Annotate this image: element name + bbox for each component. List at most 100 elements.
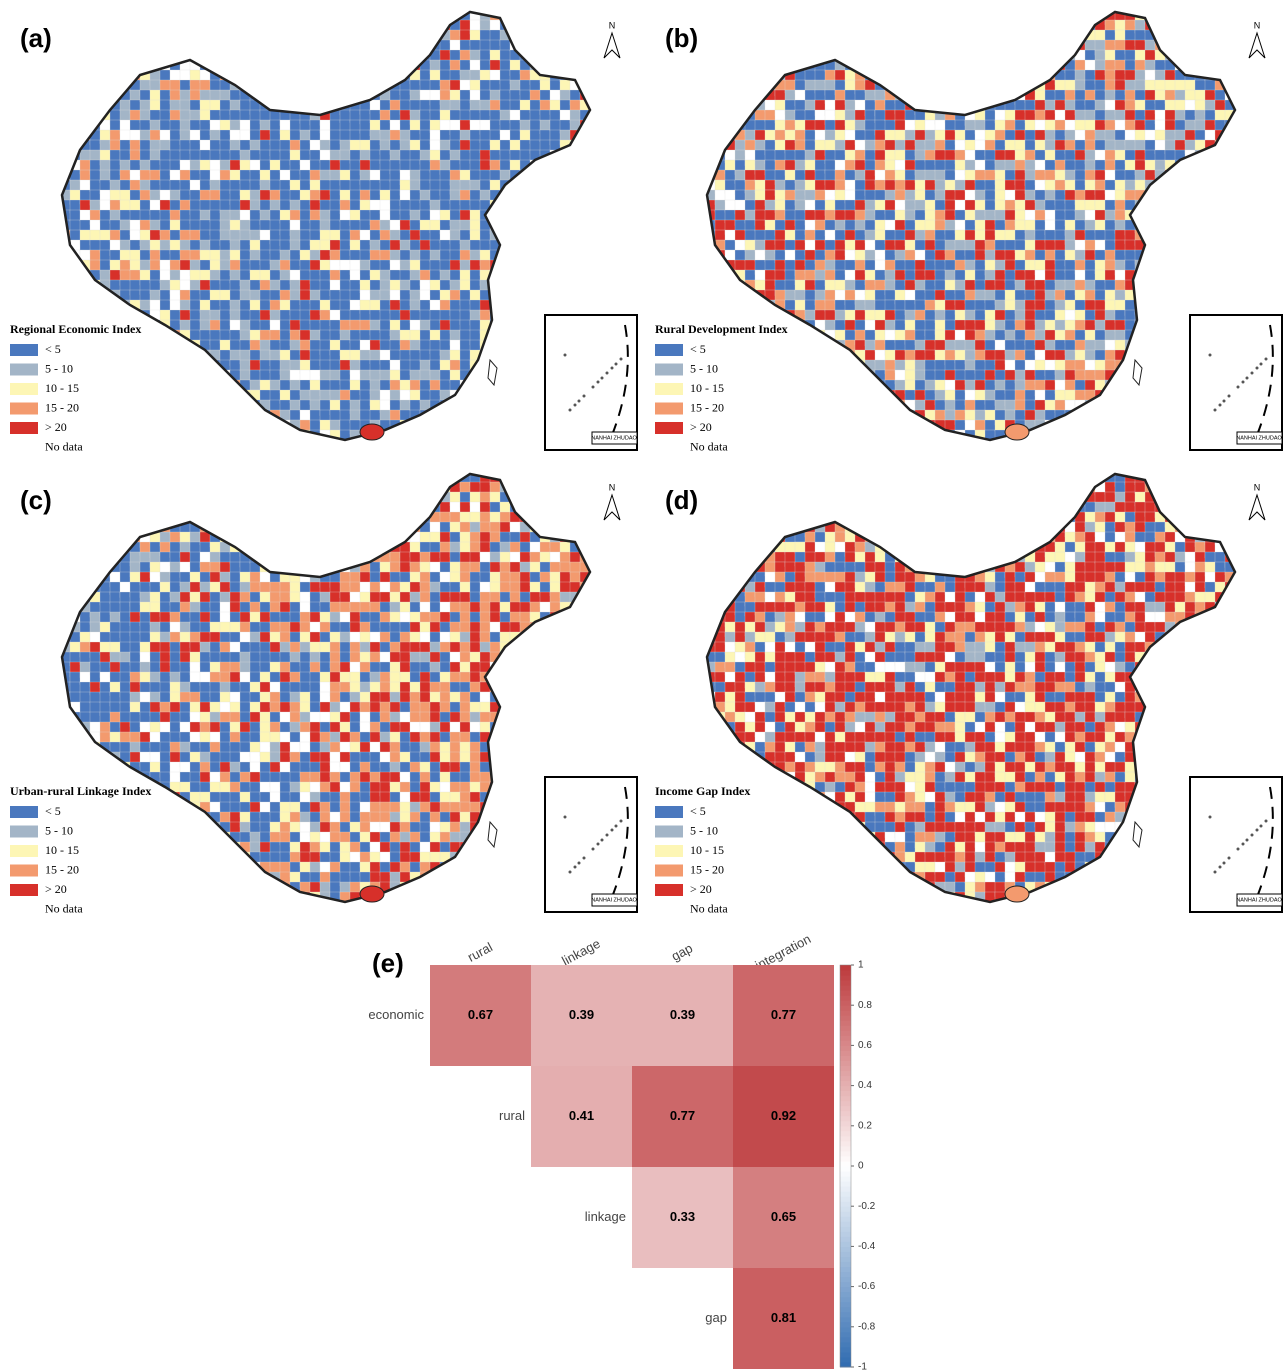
map-region xyxy=(905,20,916,36)
map-region xyxy=(410,430,424,443)
map-region xyxy=(100,400,115,410)
map-region xyxy=(1005,200,1016,210)
map-region xyxy=(1005,20,1021,30)
map-region xyxy=(725,350,737,360)
map-region xyxy=(705,260,719,273)
map-region xyxy=(180,410,191,426)
map-region xyxy=(775,20,790,30)
map-region xyxy=(510,190,524,202)
map-region xyxy=(835,350,847,360)
map-region xyxy=(995,280,1005,291)
map-region xyxy=(1105,130,1116,140)
map-region xyxy=(865,390,878,405)
map-region xyxy=(1235,170,1251,185)
map-region xyxy=(815,350,830,362)
map-region xyxy=(580,290,593,302)
map-region xyxy=(210,20,221,31)
map-region xyxy=(140,10,154,23)
map-region xyxy=(745,420,759,431)
map-region xyxy=(80,80,96,95)
map-region xyxy=(510,180,522,193)
map-region xyxy=(1165,340,1181,353)
map-region xyxy=(100,370,110,381)
map-region xyxy=(170,370,183,382)
map-region xyxy=(895,80,907,93)
map-region xyxy=(1185,300,1199,311)
map-region xyxy=(845,80,856,91)
map-region xyxy=(1235,50,1246,64)
map-region xyxy=(440,420,452,433)
map-region xyxy=(1065,110,1076,121)
map-region xyxy=(160,440,172,455)
map-region xyxy=(90,290,105,301)
map-region xyxy=(705,60,717,72)
map-panel: (b)NNANHAI ZHUDAORural Development Index… xyxy=(645,0,1285,460)
map-region xyxy=(240,60,252,72)
map-region xyxy=(510,430,526,442)
map-region xyxy=(885,290,896,300)
map-region xyxy=(80,340,95,353)
map-region xyxy=(80,512,91,525)
map-region xyxy=(60,60,74,70)
map-region xyxy=(100,20,114,33)
map-region xyxy=(725,80,738,92)
map-region xyxy=(1185,260,1195,270)
map-region xyxy=(785,410,796,423)
map-region xyxy=(735,380,749,392)
map-region xyxy=(935,90,947,106)
map-region xyxy=(1235,120,1249,130)
map-region xyxy=(300,90,314,106)
map-region xyxy=(460,410,473,422)
map-region xyxy=(460,420,475,433)
map-region xyxy=(430,20,446,34)
map-region xyxy=(995,70,1008,81)
map-region xyxy=(350,80,363,90)
map-region xyxy=(80,370,91,381)
map-region xyxy=(160,330,173,341)
map-region xyxy=(755,40,768,56)
map-region xyxy=(500,250,514,262)
map-region xyxy=(300,10,314,23)
map-region xyxy=(130,440,140,453)
map-region xyxy=(520,10,532,22)
map-region xyxy=(590,220,602,233)
map-region xyxy=(80,380,96,390)
map-region xyxy=(200,360,212,371)
map-region xyxy=(70,562,83,576)
map-region xyxy=(550,300,560,312)
map-region xyxy=(1205,260,1215,275)
map-region xyxy=(60,762,75,774)
map-region xyxy=(775,10,790,21)
map-region xyxy=(1205,160,1216,172)
map-region xyxy=(150,120,160,131)
map-region xyxy=(945,20,956,35)
map-region xyxy=(80,482,95,495)
map-region xyxy=(1025,70,1036,82)
map-region xyxy=(570,240,582,251)
map-region xyxy=(855,440,866,452)
map-region xyxy=(895,250,906,261)
map-region xyxy=(60,30,75,45)
map-region xyxy=(1215,60,1226,72)
map-region xyxy=(1165,350,1179,363)
map-region xyxy=(560,260,574,276)
map-region xyxy=(80,882,95,893)
map-region xyxy=(1165,220,1179,230)
map-region xyxy=(945,40,958,52)
map-region xyxy=(915,80,926,95)
map-region xyxy=(1035,10,1046,25)
map-region xyxy=(925,100,935,111)
map-region xyxy=(520,140,531,151)
map-region xyxy=(1185,290,1199,304)
map-region xyxy=(570,20,585,32)
map-region xyxy=(725,70,736,83)
map-region xyxy=(520,330,535,342)
island xyxy=(360,424,384,440)
map-region xyxy=(1215,210,1227,222)
map-region xyxy=(1145,310,1159,326)
map-region xyxy=(520,120,530,132)
map-region xyxy=(170,400,185,412)
map-region xyxy=(300,70,315,84)
map-region xyxy=(835,410,851,426)
map-region xyxy=(1205,60,1219,72)
